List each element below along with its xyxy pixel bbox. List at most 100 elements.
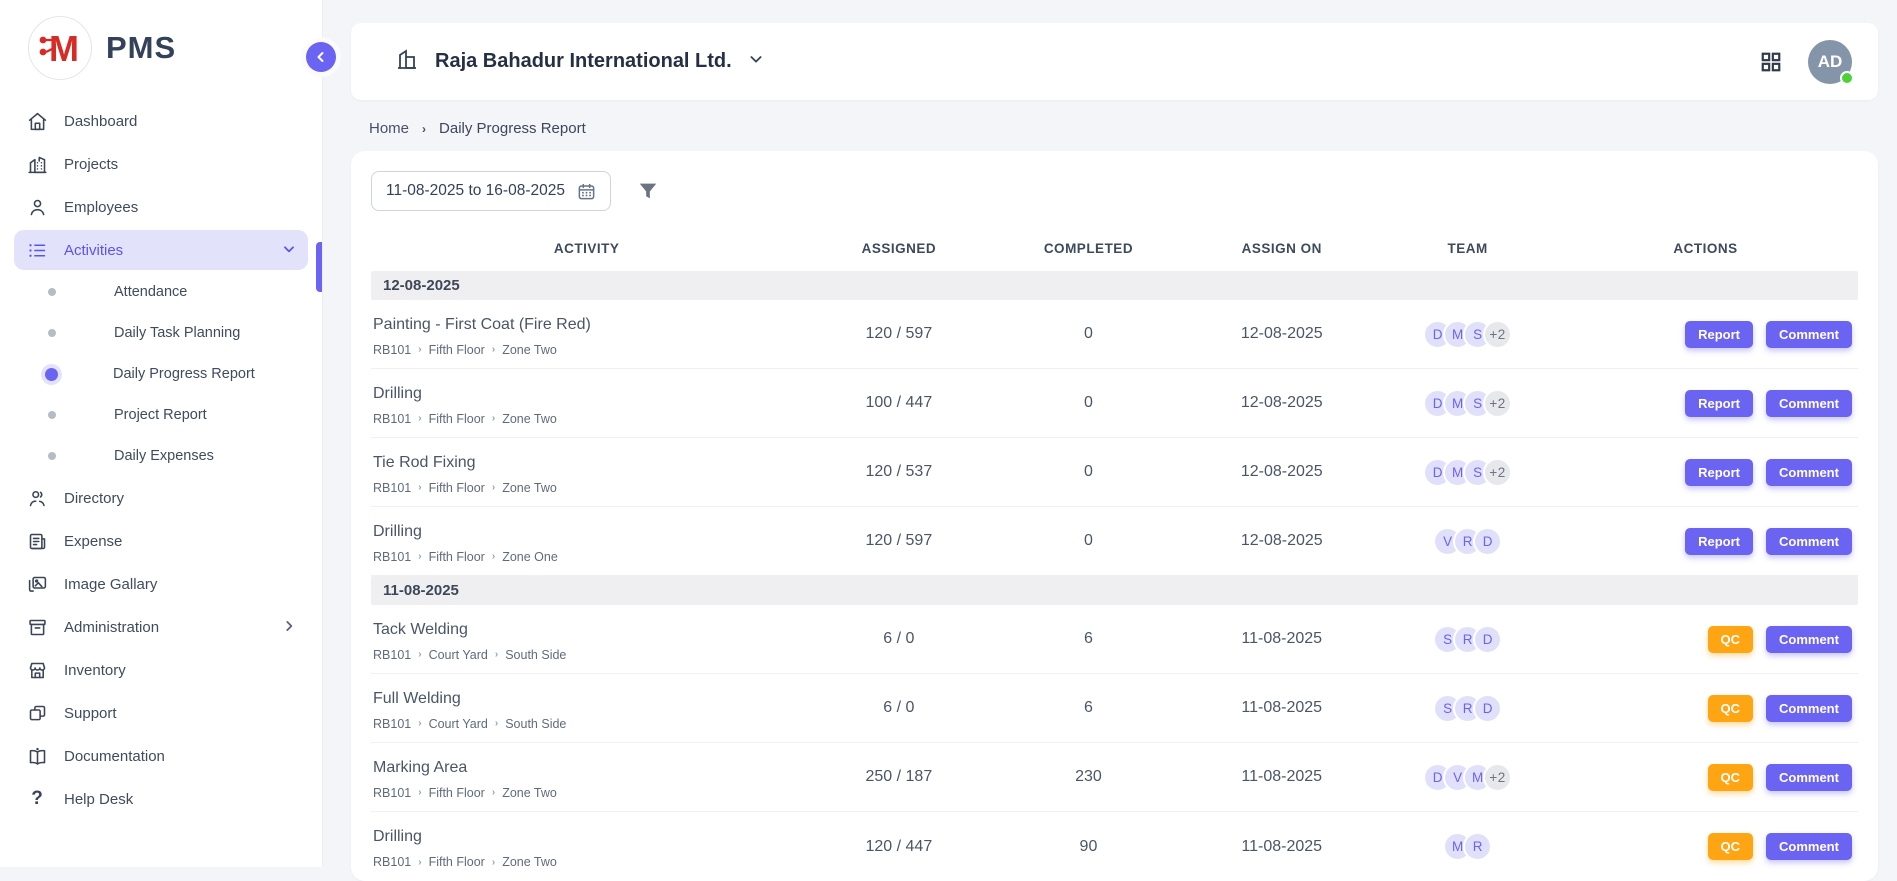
chevron-right-icon: › [418,344,421,355]
report-button[interactable]: Report [1685,390,1753,417]
svg-text:M: M [49,28,79,68]
path-segment: Fifth Floor [429,412,485,426]
book-icon [26,745,48,767]
activity-title: Drilling [373,828,794,846]
sidebar-item-image-gallary[interactable]: Image Gallary [14,564,308,604]
sidebar-item-administration[interactable]: Administration [14,607,308,647]
chevron-right-icon: › [418,413,421,424]
comment-button[interactable]: Comment [1766,764,1852,791]
report-button[interactable]: Report [1685,528,1753,555]
chevron-down-icon [748,51,764,72]
qc-button[interactable]: QC [1708,833,1754,860]
comment-button[interactable]: Comment [1766,695,1852,722]
sidebar-item-help-desk[interactable]: ?Help Desk [14,779,308,819]
path-segment: South Side [505,648,566,662]
activity-title: Marking Area [373,759,794,777]
col-completed: COMPLETED [996,241,1182,256]
people-icon [26,487,48,509]
comment-button[interactable]: Comment [1766,626,1852,653]
team-member-avatar[interactable]: R [1463,832,1492,861]
activity-cell: Painting - First Coat (Fire Red) RB101›F… [371,312,802,357]
assigned-value: 250 / 187 [802,768,995,786]
chevron-right-icon: › [492,344,495,355]
team-more-badge[interactable]: +2 [1483,389,1512,418]
path-segment: RB101 [373,481,411,495]
date-range-input[interactable]: 11-08-2025 to 16-08-2025 [371,171,611,211]
assign-on-date: 11-08-2025 [1181,768,1382,786]
activity-title: Full Welding [373,690,794,708]
list-icon [26,239,48,261]
sidebar-item-expense[interactable]: Expense [14,521,308,561]
app-logo[interactable]: M PMS [0,0,322,90]
qc-button[interactable]: QC [1708,626,1754,653]
completed-value: 6 [996,699,1182,717]
col-activity: ACTIVITY [371,241,802,256]
sidebar-subitem-label: Project Report [114,407,207,423]
path-segment: Zone Two [502,786,557,800]
completed-value: 230 [996,768,1182,786]
building-icon [395,47,419,76]
comment-button[interactable]: Comment [1766,833,1852,860]
chevron-right-icon: › [492,482,495,493]
bullet-dot-icon [48,288,56,296]
sidebar-item-support[interactable]: Support [14,693,308,733]
sidebar-item-inventory[interactable]: Inventory [14,650,308,690]
company-selector[interactable]: Raja Bahadur International Ltd. [395,47,764,76]
path-segment: RB101 [373,648,411,662]
path-segment: RB101 [373,717,411,731]
team-member-avatar[interactable]: D [1473,694,1502,723]
completed-value: 90 [996,838,1182,856]
table-row: Tack Welding RB101›Court Yard›South Side… [371,605,1858,674]
question-icon: ? [26,788,48,810]
chevron-right-icon: › [492,857,495,868]
table-row: Drilling RB101›Fifth Floor›Zone Two 120 … [371,812,1858,881]
sidebar-subitem-attendance[interactable]: Attendance [14,273,308,311]
sidebar-collapse-button[interactable] [306,42,336,72]
qc-button[interactable]: QC [1708,764,1754,791]
path-segment: Zone Two [502,343,557,357]
team-more-badge[interactable]: +2 [1483,763,1512,792]
team-more-badge[interactable]: +2 [1483,458,1512,487]
topbar-right: AD [1760,40,1852,84]
comment-button[interactable]: Comment [1766,459,1852,486]
progress-table: ACTIVITY ASSIGNED COMPLETED ASSIGN ON TE… [371,225,1858,881]
user-avatar[interactable]: AD [1808,40,1852,84]
team-more-badge[interactable]: +2 [1483,320,1512,349]
completed-value: 0 [996,463,1182,481]
sidebar-item-projects[interactable]: Projects [14,144,308,184]
assign-on-date: 11-08-2025 [1181,699,1382,717]
sidebar-subitem-daily-task-planning[interactable]: Daily Task Planning [14,314,308,352]
chevron-down-icon [282,242,296,259]
qc-button[interactable]: QC [1708,695,1754,722]
path-segment: RB101 [373,412,411,426]
team-member-avatar[interactable]: D [1473,625,1502,654]
sidebar-item-documentation[interactable]: Documentation [14,736,308,776]
report-button[interactable]: Report [1685,459,1753,486]
chevron-right-icon: › [495,649,498,660]
filter-button[interactable] [637,180,659,202]
sidebar-subitem-daily-expenses[interactable]: Daily Expenses [14,437,308,475]
activity-location-path: RB101›Court Yard›South Side [373,648,794,662]
sidebar-subitem-project-report[interactable]: Project Report [14,396,308,434]
breadcrumb-home[interactable]: Home [369,120,409,137]
team-member-avatar[interactable]: D [1473,527,1502,556]
apps-grid-button[interactable] [1760,51,1782,73]
chevron-right-icon: › [418,551,421,562]
grid-icon [1760,51,1782,73]
comment-button[interactable]: Comment [1766,390,1852,417]
report-button[interactable]: Report [1685,321,1753,348]
activity-title: Tack Welding [373,621,794,639]
table-row: Full Welding RB101›Court Yard›South Side… [371,674,1858,743]
chevron-right-icon: › [418,857,421,868]
top-header-bar: Raja Bahadur International Ltd. AD [351,23,1878,100]
sidebar-item-directory[interactable]: Directory [14,478,308,518]
comment-button[interactable]: Comment [1766,528,1852,555]
sidebar-item-employees[interactable]: Employees [14,187,308,227]
team-cell: MR [1382,832,1553,861]
sidebar-item-activities[interactable]: Activities [14,230,308,270]
sidebar-subitem-daily-progress-report[interactable]: Daily Progress Report [14,355,308,393]
activity-location-path: RB101›Fifth Floor›Zone One [373,550,794,564]
comment-button[interactable]: Comment [1766,321,1852,348]
avatar-initials: AD [1818,52,1843,72]
sidebar-item-dashboard[interactable]: Dashboard [14,101,308,141]
